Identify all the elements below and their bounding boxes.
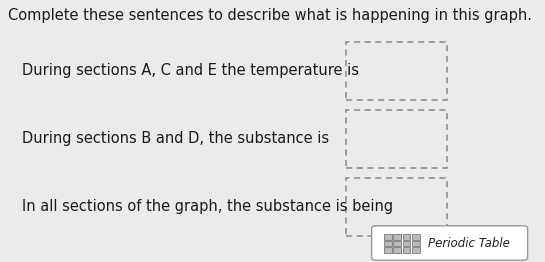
Bar (393, 241, 401, 246)
Bar (403, 247, 410, 253)
Bar (384, 241, 392, 246)
Bar (412, 234, 420, 240)
Text: During sections A, C and E the temperature is: During sections A, C and E the temperatu… (22, 63, 359, 78)
Bar (384, 234, 392, 240)
Text: During sections B and D, the substance is: During sections B and D, the substance i… (22, 131, 329, 146)
FancyBboxPatch shape (372, 226, 528, 260)
Bar (346, 178, 447, 236)
Bar (403, 241, 410, 246)
Text: Periodic Table: Periodic Table (428, 237, 510, 249)
Text: Complete these sentences to describe what is happening in this graph.: Complete these sentences to describe wha… (8, 8, 532, 23)
Bar (346, 42, 447, 100)
Bar (403, 234, 410, 240)
Bar (346, 110, 447, 168)
Bar (412, 241, 420, 246)
Bar (393, 247, 401, 253)
Bar (384, 247, 392, 253)
Bar (412, 247, 420, 253)
Bar (393, 234, 401, 240)
Text: In all sections of the graph, the substance is being: In all sections of the graph, the substa… (22, 199, 393, 214)
